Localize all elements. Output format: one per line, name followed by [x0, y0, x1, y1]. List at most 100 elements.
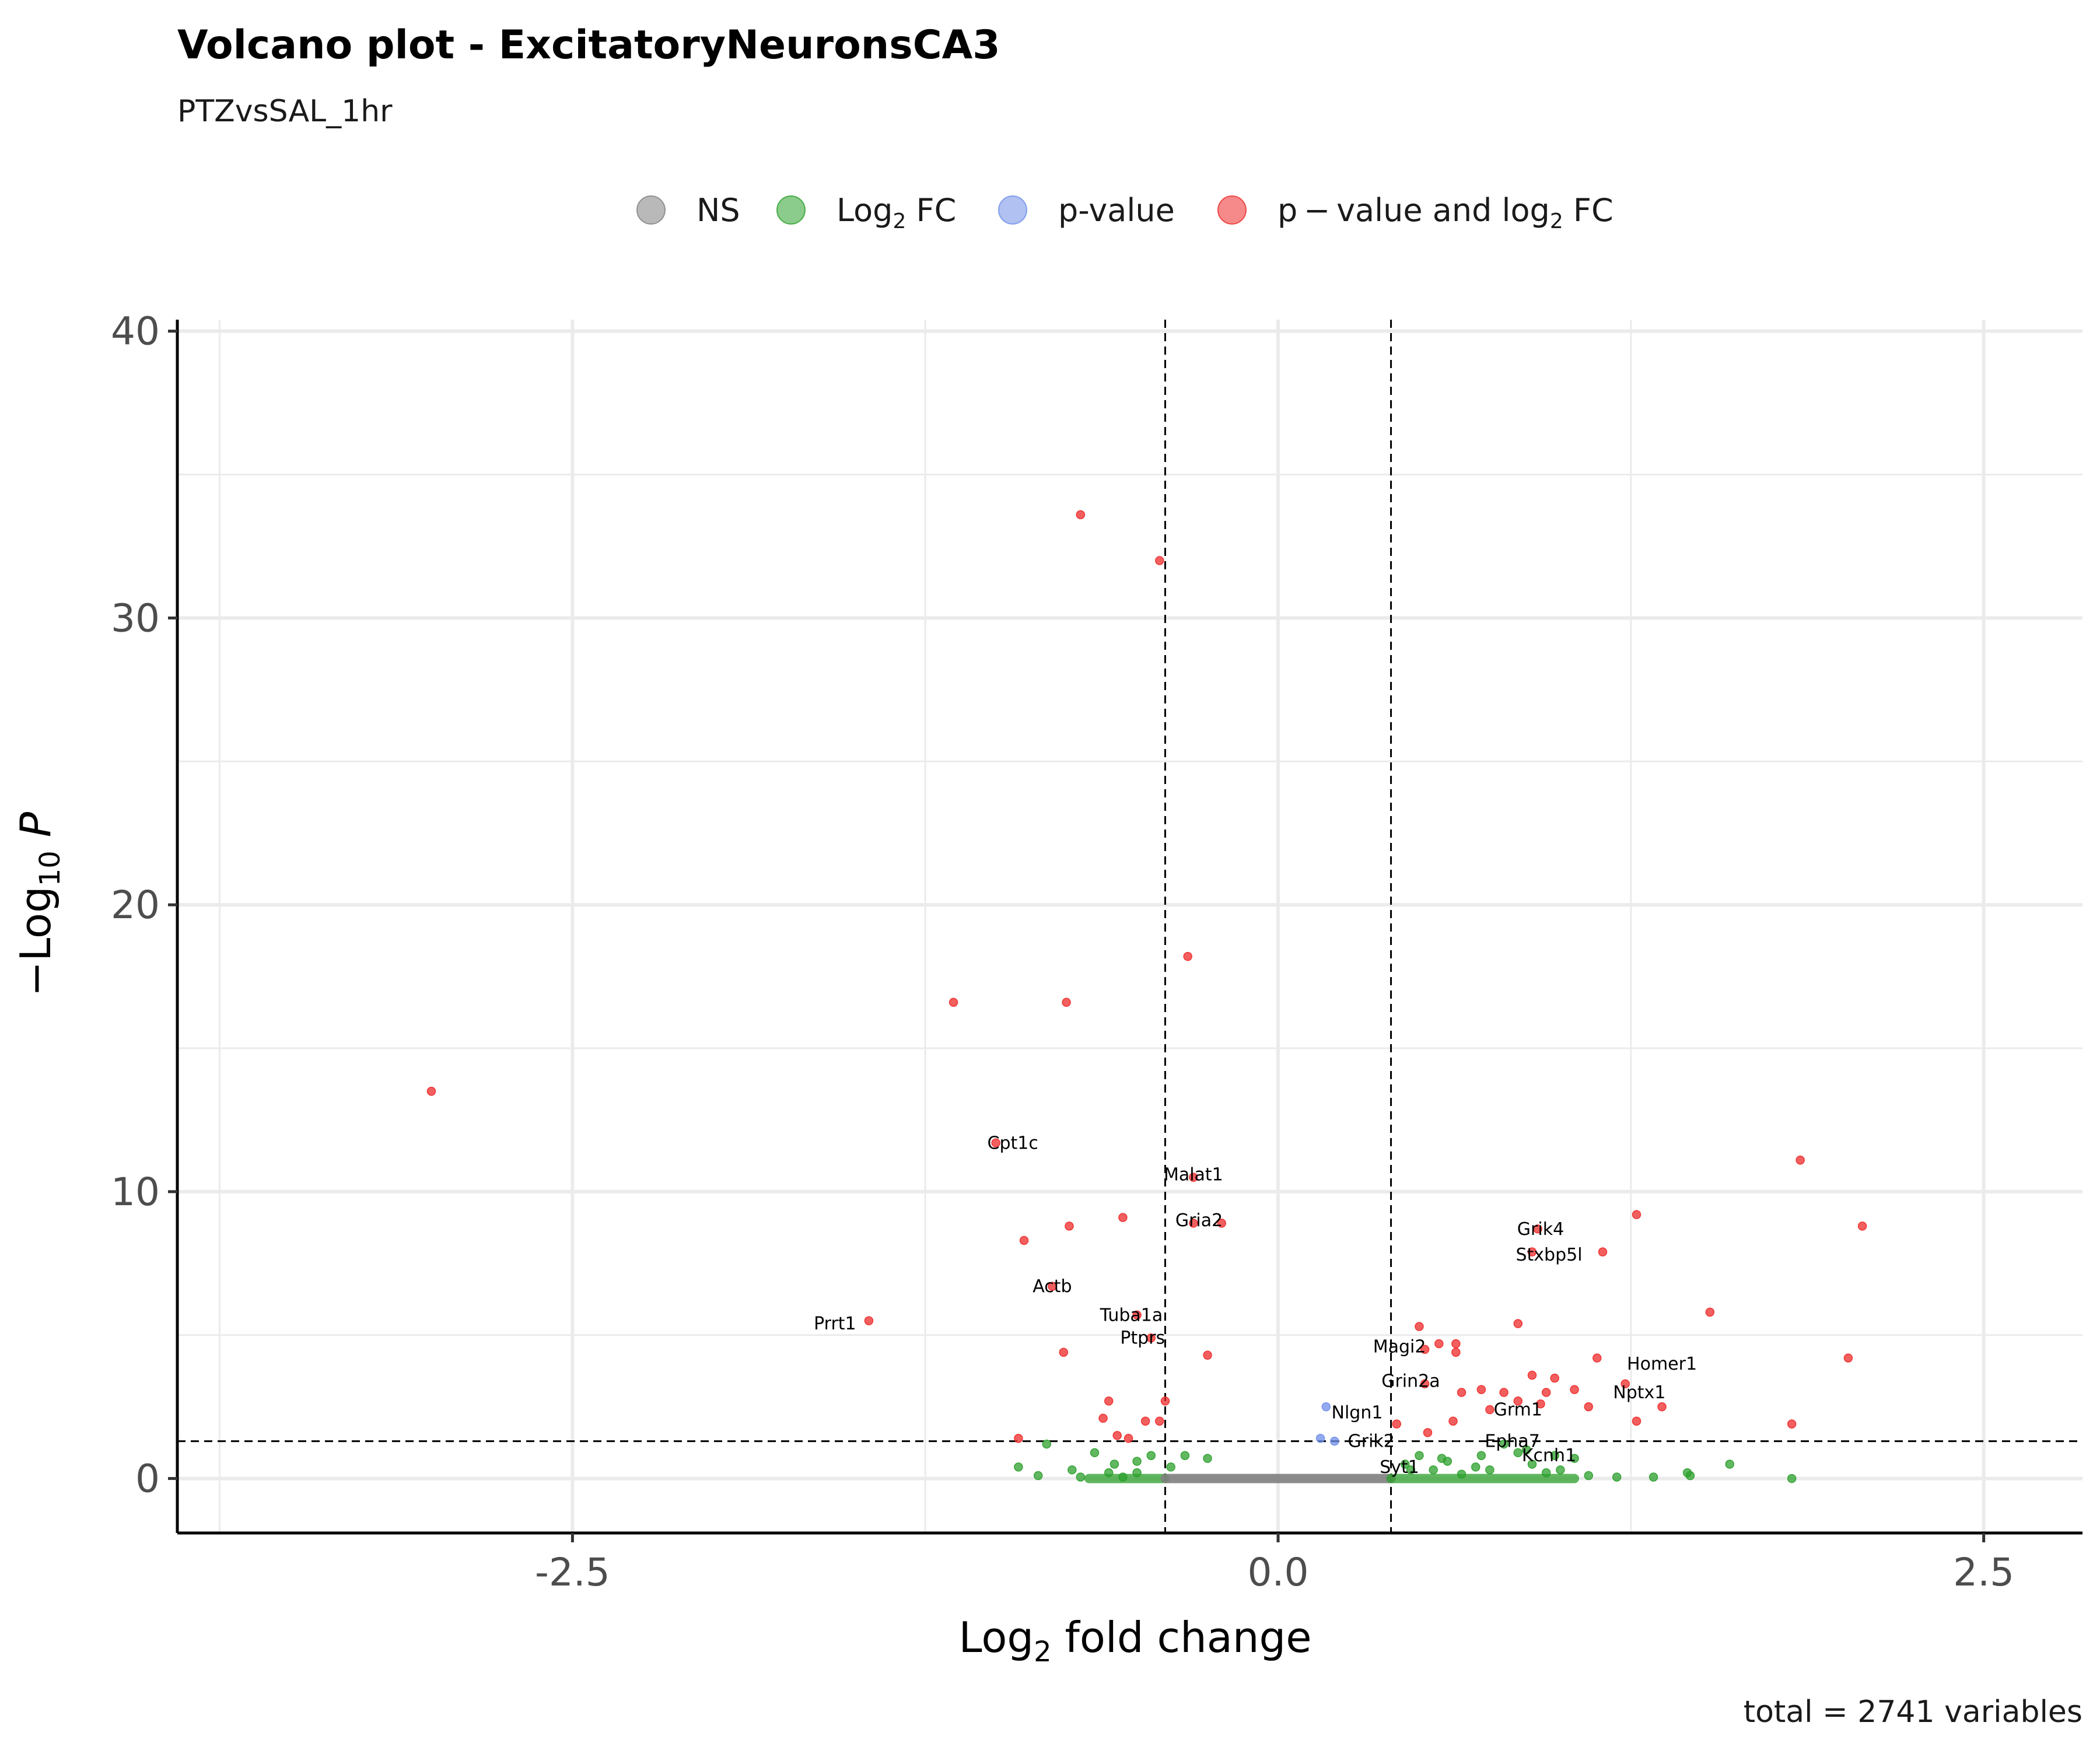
data-point	[1068, 1465, 1077, 1475]
data-point	[1132, 1310, 1142, 1320]
legend-label: p − value and log2 FC	[1278, 192, 1614, 233]
gene-label: Stxbp5l	[1516, 1245, 1582, 1265]
data-point	[1485, 1465, 1494, 1475]
data-point	[1124, 1433, 1133, 1443]
axes: 0 10 20 30 40 -2.5 0.0 2.5	[111, 309, 2082, 1595]
x-tick-label: 2.5	[1953, 1550, 2014, 1595]
data-point	[1476, 1451, 1486, 1460]
data-point	[1522, 1445, 1531, 1455]
data-point	[1457, 1469, 1466, 1479]
data-point	[1104, 1396, 1114, 1406]
data-point	[1104, 1468, 1114, 1478]
data-point	[1550, 1373, 1559, 1383]
data-point	[1110, 1460, 1119, 1469]
gene-label: Syt1	[1380, 1457, 1419, 1478]
data-point	[1321, 1402, 1331, 1412]
data-point	[1155, 1416, 1164, 1426]
legend-marker	[776, 195, 806, 225]
data-point	[1705, 1307, 1715, 1317]
data-point	[1118, 1472, 1128, 1482]
data-point	[1315, 1433, 1325, 1443]
data-point	[1556, 1465, 1565, 1475]
y-tick-label: 40	[111, 309, 160, 354]
legend-label: Log2 FC	[836, 192, 956, 233]
data-point	[1203, 1350, 1212, 1360]
data-point	[1448, 1416, 1458, 1426]
gene-label: Cpt1c	[988, 1133, 1038, 1153]
data-point	[1513, 1448, 1523, 1458]
data-point	[1541, 1468, 1551, 1478]
data-point	[1042, 1439, 1052, 1449]
data-point	[1415, 1322, 1424, 1331]
data-point	[1527, 1247, 1537, 1256]
data-point	[1843, 1353, 1853, 1363]
data-point	[1189, 1172, 1198, 1182]
data-point	[1612, 1472, 1622, 1482]
data-point	[1423, 1428, 1433, 1437]
data-point	[1471, 1462, 1480, 1472]
gene-labels: Cpt1c Malat1 Gria2 Actb Prrt1 Tuba1a Ptprs Grik…	[814, 1133, 1697, 1478]
data-point	[1420, 1379, 1430, 1389]
data-point	[1146, 1451, 1156, 1460]
data-point	[1429, 1465, 1438, 1475]
data-point	[1592, 1353, 1602, 1363]
gene-label: Nptx1	[1613, 1382, 1665, 1403]
data-point	[1513, 1396, 1523, 1406]
data-point	[1415, 1451, 1424, 1460]
data-point	[1189, 1219, 1198, 1228]
data-point	[1476, 1385, 1486, 1394]
data-point	[864, 1316, 874, 1325]
data-point	[1434, 1339, 1444, 1349]
data-point	[1160, 1396, 1170, 1406]
data-point	[1217, 1219, 1227, 1228]
chart-title: Volcano plot - ExcitatoryNeuronsCA3	[177, 22, 1000, 68]
grid	[177, 320, 2082, 1533]
data-point	[1584, 1402, 1594, 1412]
data-point	[1536, 1399, 1545, 1409]
data-point	[1499, 1439, 1508, 1449]
data-point	[1570, 1385, 1579, 1394]
data-point	[1155, 556, 1164, 565]
y-tick-label: 10	[111, 1170, 160, 1214]
legend-marker	[636, 195, 666, 225]
data-point	[1076, 510, 1086, 520]
gene-label: Grm1	[1494, 1400, 1542, 1420]
data-point	[1076, 1472, 1086, 1482]
data-point	[1062, 998, 1071, 1007]
data-point	[949, 998, 958, 1007]
data-point	[1857, 1222, 1867, 1231]
legend-item: NS	[636, 192, 740, 229]
chart-caption: total = 2741 variables	[1744, 1695, 2082, 1730]
data-point	[1451, 1348, 1461, 1357]
legend-label: p-value	[1058, 192, 1175, 229]
legend-marker	[998, 195, 1027, 225]
data-point	[1620, 1379, 1630, 1389]
data-point	[1632, 1210, 1642, 1219]
data-point	[1048, 1282, 1057, 1291]
data-point	[1098, 1413, 1108, 1423]
data-point	[1203, 1454, 1212, 1463]
data-point	[1401, 1460, 1410, 1469]
cutoff-lines	[177, 320, 2082, 1533]
data-point	[1437, 1454, 1447, 1463]
data-point	[1090, 1448, 1100, 1458]
data-point	[1725, 1460, 1734, 1469]
data-point	[1787, 1474, 1797, 1483]
data-point	[1183, 951, 1192, 961]
x-axis-title: Log2 fold change	[958, 1613, 1311, 1668]
data-point	[1527, 1370, 1537, 1380]
gene-label: Malat1	[1164, 1164, 1223, 1185]
data-point	[1014, 1433, 1023, 1443]
legend-label: NS	[696, 192, 740, 229]
data-point	[1059, 1348, 1069, 1357]
data-point	[1787, 1419, 1797, 1429]
data-point	[1112, 1431, 1122, 1440]
legend-item: p − value and log2 FC	[1217, 192, 1614, 233]
gene-label: Homer1	[1627, 1354, 1697, 1374]
data-point	[1014, 1462, 1023, 1472]
data-point	[1584, 1471, 1594, 1480]
data-point	[1527, 1460, 1537, 1469]
data-point	[1550, 1451, 1559, 1460]
data-point	[1632, 1416, 1642, 1426]
